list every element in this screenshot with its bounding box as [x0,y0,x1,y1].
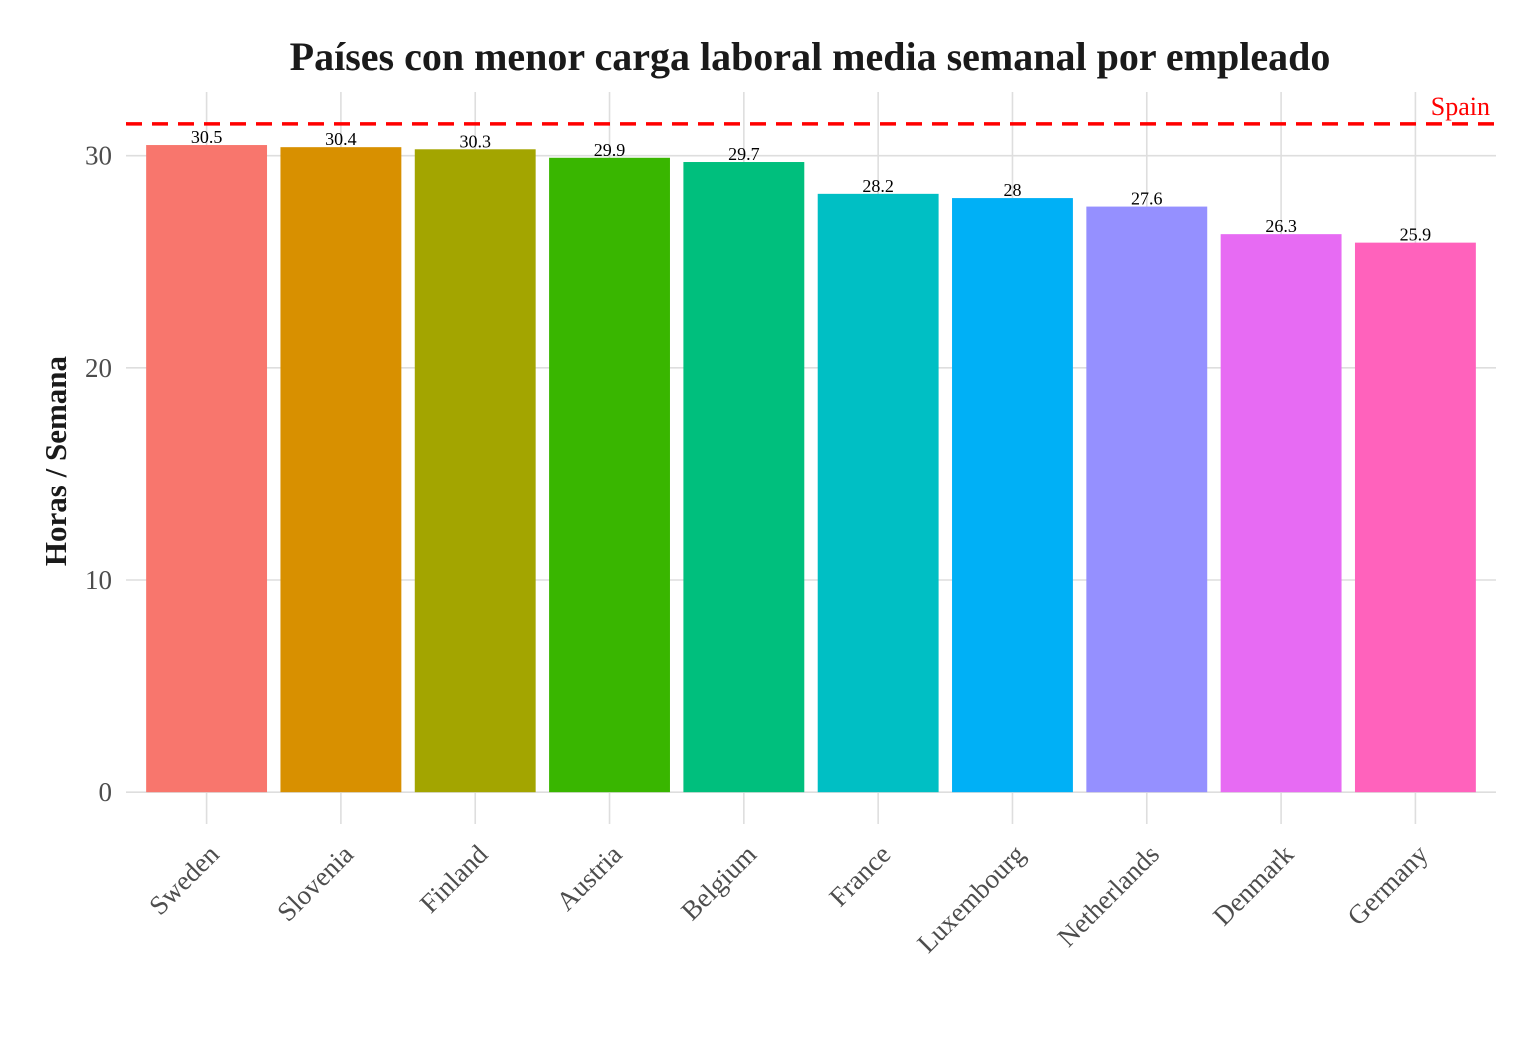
bar-netherlands [1086,206,1208,793]
x-tick-label-denmark: Denmark [1207,839,1300,932]
bar-denmark [1220,234,1342,793]
y-axis-ticks: 0 10 20 30 [85,141,112,808]
x-tick-label-netherlands: Netherlands [1052,839,1165,952]
data-label-sweden: 30.5 [191,127,223,147]
x-tick-label-luxembourg: Luxembourg [911,839,1030,958]
y-tick-label-0: 0 [99,777,113,807]
x-axis-ticks: Sweden Slovenia Finland Austria Belgium Franc… [143,839,1434,959]
x-tick-label-belgium: Belgium [675,839,762,926]
bar-finland [414,149,536,793]
data-label-austria: 29.9 [594,140,626,160]
bar-slovenia [280,147,402,793]
y-tick-label-1: 10 [85,565,112,595]
bar-france [817,193,939,793]
bar-belgium [683,162,805,793]
x-tick-label-sweden: Sweden [143,839,225,921]
data-label-slovenia: 30.4 [325,129,357,149]
bar-sweden [146,145,268,793]
bar-luxembourg [952,198,1073,793]
reference-line-label: Spain [1431,92,1490,121]
bar-germany [1354,242,1476,793]
y-tick-label-2: 20 [85,353,112,383]
reference-line-group: Spain [126,92,1496,126]
data-label-france: 28.2 [862,176,894,196]
data-label-netherlands: 27.6 [1131,189,1163,209]
y-axis-label: Horas / Semana [38,355,73,566]
bars [146,145,1476,793]
x-tick-label-slovenia: Slovenia [271,839,359,927]
x-tick-label-finland: Finland [414,839,494,919]
data-label-germany: 25.9 [1400,225,1432,245]
y-tick-label-3: 30 [85,141,112,171]
data-label-belgium: 29.7 [728,144,760,164]
bar-austria [549,157,670,793]
data-label-luxembourg: 28 [1003,180,1021,200]
chart-title: Países con menor carga laboral media sem… [290,34,1331,79]
x-tick-label-germany: Germany [1341,839,1434,932]
data-label-denmark: 26.3 [1265,216,1297,236]
data-label-finland: 30.3 [459,131,491,151]
x-tick-label-austria: Austria [550,839,627,916]
x-tick-label-france: France [823,839,896,912]
data-labels: 30.5 30.4 30.3 29.9 29.7 28.2 28 27.6 26.3 25.9 [191,127,1431,245]
